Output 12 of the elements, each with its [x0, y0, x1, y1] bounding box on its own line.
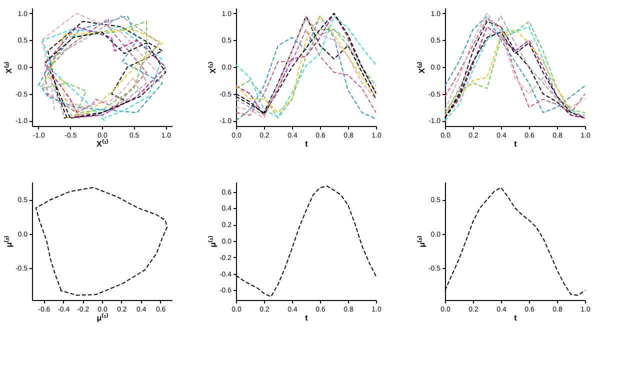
- y-axis-title: X⁽²⁾: [3, 62, 14, 74]
- y-axis-title: X⁽¹⁾: [207, 62, 218, 74]
- x-axis-title: μ⁽¹⁾: [96, 312, 108, 322]
- y-axis-title: μ⁽²⁾: [3, 236, 14, 248]
- x-axis-title: X⁽¹⁾: [96, 138, 108, 148]
- x-axis-title: t: [514, 140, 518, 148]
- x-axis-title: t: [305, 140, 308, 148]
- x-axis-title: t: [305, 314, 308, 322]
- y-axis-title: μ⁽¹⁾: [207, 236, 218, 248]
- x-axis-title: t: [514, 314, 518, 322]
- y-axis-title: X⁽²⁾: [416, 62, 426, 74]
- y-axis-title: μ⁽²⁾: [416, 236, 426, 248]
